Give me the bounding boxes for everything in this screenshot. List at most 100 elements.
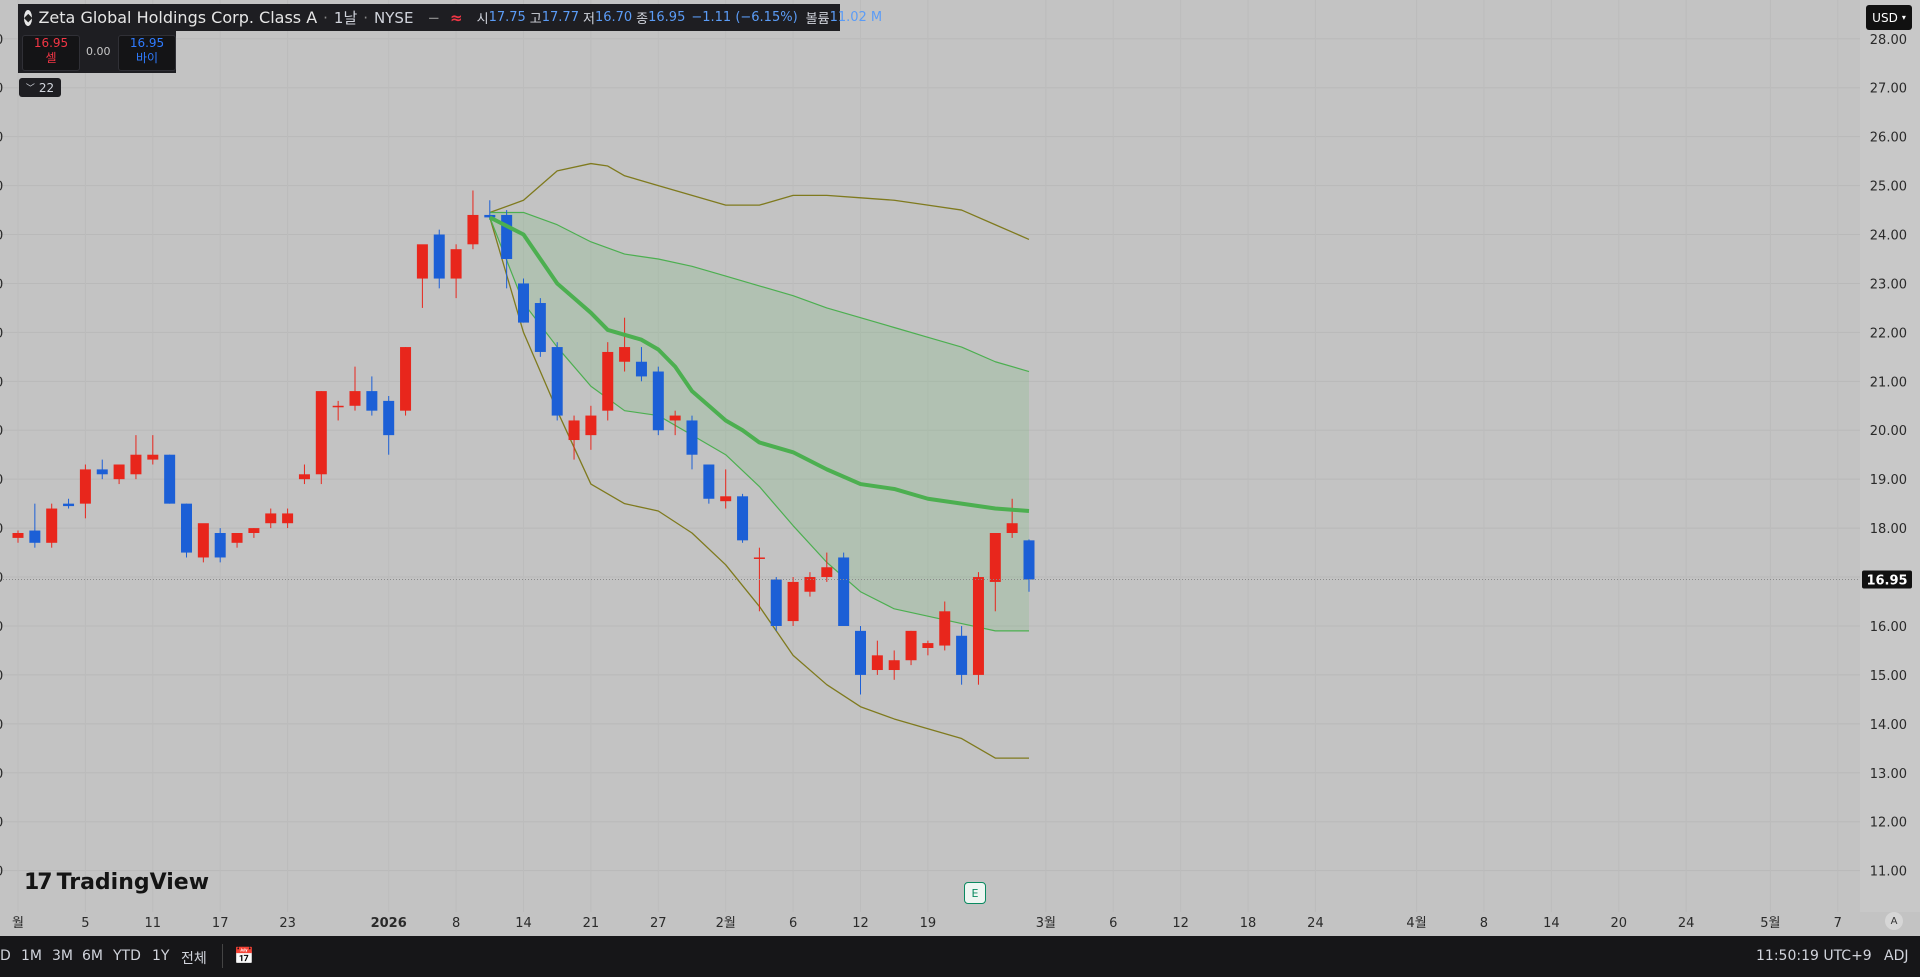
band-fill — [489, 212, 1029, 631]
candle-body — [855, 630, 866, 675]
time-tick-label: 2026 — [371, 916, 407, 931]
clock-readout[interactable]: 11:50:19 UTC+9 — [1756, 948, 1872, 964]
candle-body — [770, 579, 782, 626]
time-tick-label: 8 — [1480, 916, 1488, 931]
range-ytd[interactable]: YTD — [113, 948, 141, 964]
range-1m[interactable]: 1M — [21, 948, 42, 964]
close-value: 16.95 — [648, 10, 686, 25]
time-tick-label: 14 — [1543, 916, 1560, 931]
time-tick-label: 8 — [452, 916, 460, 931]
candle-body — [737, 496, 749, 541]
time-tick-label: 14 — [515, 916, 532, 931]
left-tick-stub: 0 — [0, 82, 3, 97]
range-3m[interactable]: 3M — [52, 948, 73, 964]
candle-body — [635, 361, 647, 377]
tradingview-logo[interactable]: 𝟭𝟳 TradingView — [24, 870, 209, 895]
candle-body — [551, 347, 563, 416]
volume-label: 볼륨 — [805, 12, 830, 27]
last-price-badge — [1862, 570, 1912, 589]
candle-body — [265, 513, 277, 524]
open-label: 시 — [476, 12, 489, 27]
buy-price: 16.95 — [129, 36, 165, 50]
buy-button[interactable]: 16.95 바이 — [118, 35, 176, 71]
candle-body — [130, 454, 142, 475]
candle-body — [214, 533, 226, 558]
left-tick-stub: 0 — [0, 326, 3, 341]
low-label: 저 — [582, 12, 595, 27]
candle-body — [703, 464, 715, 499]
approx-icon: ≈ — [450, 8, 463, 27]
candle-body — [383, 400, 395, 436]
indicators-toggle[interactable]: ﹀ 22 — [19, 78, 61, 97]
candle-body — [501, 214, 513, 259]
range-6m[interactable]: 6M — [82, 948, 103, 964]
plot-area — [0, 0, 1860, 912]
auto-scale-button[interactable]: A — [1885, 912, 1903, 930]
left-tick-stub: 0 — [0, 718, 3, 733]
candle-body — [669, 415, 681, 421]
candle-body — [1023, 540, 1035, 580]
candle-body — [905, 630, 917, 661]
inner-upper-band-line — [489, 211, 1030, 373]
time-tick-label: 24 — [1678, 916, 1695, 931]
earnings-marker[interactable]: E — [964, 882, 986, 904]
range-1y[interactable]: 1Y — [152, 948, 170, 964]
left-tick-stub: 0 — [0, 767, 3, 782]
separator-dot: · — [363, 8, 369, 27]
price-tick-label: 28.00 — [1870, 33, 1907, 48]
symbol-title: Zeta Global Holdings Corp. Class A — [38, 8, 318, 27]
candle-body — [366, 391, 378, 411]
candle-body — [652, 371, 664, 431]
candle-body — [888, 660, 900, 671]
candle-body — [63, 503, 75, 507]
middle-band-line — [488, 215, 1030, 513]
candle-body — [602, 351, 614, 411]
left-tick-stub: 0 — [0, 473, 3, 488]
time-tick-label: 19 — [920, 916, 937, 931]
candle-body — [433, 234, 445, 279]
candle-body — [147, 454, 159, 460]
candle-body — [231, 533, 243, 543]
candle-body — [686, 420, 698, 455]
candle-body — [96, 469, 108, 475]
candle-body — [282, 513, 294, 524]
sell-label: 셀 — [45, 51, 57, 65]
left-tick-stub: 0 — [0, 522, 3, 537]
time-tick-label: 5 — [81, 916, 89, 931]
left-tick-stub: 0 — [0, 424, 3, 439]
price-tick-label: 21.00 — [1870, 375, 1907, 390]
price-tick-label: 24.00 — [1870, 229, 1907, 244]
candle-body — [939, 611, 951, 646]
currency-selector[interactable]: USD ▾ — [1866, 5, 1912, 30]
candle-body — [349, 391, 361, 406]
left-tick-stub: 0 — [0, 33, 3, 48]
range-all[interactable]: 전체 — [181, 951, 207, 967]
chevron-down-icon: ﹀ — [25, 84, 35, 94]
price-tick-label: 26.00 — [1870, 131, 1907, 146]
time-tick-label: 3월 — [1036, 916, 1056, 931]
currency-label: USD — [1872, 10, 1898, 25]
price-axis-panel — [1860, 0, 1920, 912]
calendar-goto-icon[interactable]: 📅 — [234, 946, 254, 965]
time-tick-label: 24 — [1307, 916, 1324, 931]
price-tick-label: 19.00 — [1870, 473, 1907, 488]
time-tick-label: 18 — [1240, 916, 1257, 931]
candle-body — [416, 244, 428, 279]
candle-body — [164, 454, 176, 504]
adj-toggle[interactable]: ADJ — [1884, 948, 1909, 964]
symbol-header[interactable]: ◆ Zeta Global Holdings Corp. Class A · 1… — [18, 4, 882, 31]
left-tick-stub: 0 — [0, 669, 3, 684]
upper-band-line — [489, 162, 1030, 241]
earnings-label: E — [971, 886, 979, 900]
sell-button[interactable]: 16.95 셀 — [22, 35, 80, 71]
candle-body — [113, 464, 125, 480]
left-tick-stub: 0 — [0, 865, 3, 880]
chevron-down-icon: ▾ — [1901, 13, 1906, 22]
inner-lower-band-line — [489, 217, 1029, 632]
indicator-count: 22 — [38, 80, 55, 95]
tradingview-logo-icon: 𝟭𝟳 — [24, 870, 53, 895]
time-tick-label: 12 — [852, 916, 869, 931]
range-d[interactable]: D — [0, 948, 11, 964]
candle-body — [619, 347, 631, 362]
